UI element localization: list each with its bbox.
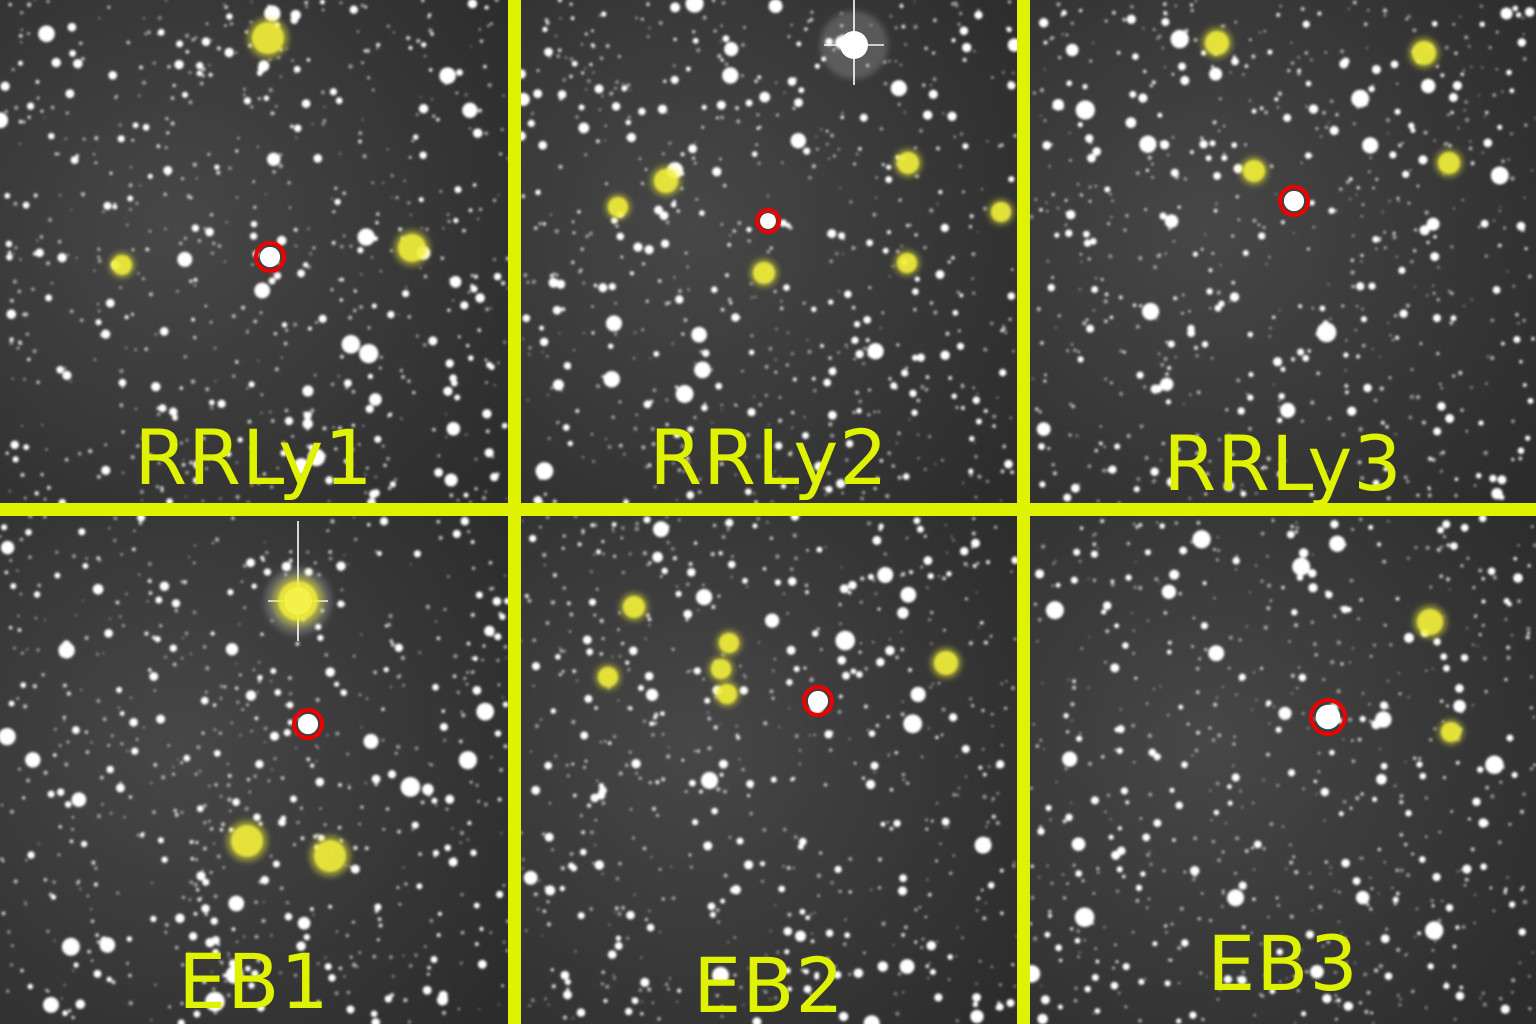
star-field-eb2 bbox=[521, 516, 1017, 1024]
comparison-star bbox=[991, 202, 1011, 222]
comparison-star bbox=[314, 840, 346, 872]
panel-rrly1: RRLy1 bbox=[0, 0, 508, 503]
target-marker bbox=[292, 708, 324, 740]
panel-eb2: EB2 bbox=[521, 516, 1017, 1024]
comparison-star bbox=[717, 684, 737, 704]
comparison-star bbox=[897, 152, 919, 174]
target-marker bbox=[755, 208, 781, 234]
comparison-star bbox=[112, 255, 132, 275]
comparison-star bbox=[897, 253, 917, 273]
sky-background bbox=[0, 516, 508, 1024]
panel-label-eb3: EB3 bbox=[1207, 919, 1359, 1008]
sky-background bbox=[1030, 516, 1536, 1024]
comparison-star bbox=[252, 22, 284, 54]
panel-rrly2: RRLy2 bbox=[521, 0, 1017, 503]
star-field-rrly3 bbox=[1030, 0, 1536, 503]
star-field-rrly1 bbox=[0, 0, 508, 503]
field-stars bbox=[1030, 516, 1536, 1024]
horizontal-divider bbox=[0, 503, 1536, 516]
panel-rrly3: RRLy3 bbox=[1030, 0, 1536, 503]
bright-star-glare bbox=[820, 0, 888, 85]
field-stars bbox=[1030, 0, 1536, 503]
comparison-stars bbox=[1413, 605, 1464, 745]
comparison-star bbox=[711, 659, 731, 679]
comparison-stars bbox=[109, 17, 431, 278]
panel-label-rrly1: RRLy1 bbox=[134, 413, 374, 502]
panel-label-rrly2: RRLy2 bbox=[649, 413, 889, 502]
comparison-star bbox=[934, 651, 958, 675]
field-stars bbox=[0, 516, 508, 1024]
target-marker bbox=[802, 685, 834, 717]
sky-background bbox=[521, 516, 1017, 1024]
target-marker bbox=[1309, 698, 1347, 736]
comparison-star bbox=[654, 169, 678, 193]
panel-eb3: EB3 bbox=[1030, 516, 1536, 1024]
comparison-star bbox=[719, 633, 739, 653]
star-field-eb3 bbox=[1030, 516, 1536, 1024]
comparison-star bbox=[1205, 31, 1229, 55]
comparison-star bbox=[1441, 722, 1461, 742]
panel-label-rrly3: RRLy3 bbox=[1163, 419, 1403, 503]
target-marker bbox=[1278, 185, 1310, 217]
star-field-rrly2 bbox=[521, 0, 1017, 503]
comparison-star bbox=[231, 825, 263, 857]
panel-eb1: EB1 bbox=[0, 516, 508, 1024]
comparison-star bbox=[598, 667, 618, 687]
comparison-star bbox=[1412, 41, 1436, 65]
field-stars bbox=[521, 0, 1017, 503]
field-stars bbox=[0, 0, 508, 503]
comparison-star bbox=[1243, 160, 1265, 182]
star-field-eb1 bbox=[0, 516, 508, 1024]
target-marker bbox=[254, 241, 286, 273]
comparison-stars bbox=[1201, 27, 1464, 186]
comparison-stars bbox=[595, 592, 962, 707]
comparison-star bbox=[278, 581, 318, 621]
panel-label-eb2: EB2 bbox=[693, 941, 845, 1024]
comparison-stars bbox=[226, 575, 351, 877]
comparison-star bbox=[753, 262, 775, 284]
comparison-star bbox=[1438, 152, 1460, 174]
comparison-star bbox=[608, 197, 628, 217]
panel-label-eb1: EB1 bbox=[178, 937, 330, 1024]
comparison-star bbox=[1417, 609, 1443, 635]
comparison-stars bbox=[605, 148, 1014, 288]
comparison-star bbox=[398, 234, 426, 262]
comparison-star bbox=[623, 596, 645, 618]
